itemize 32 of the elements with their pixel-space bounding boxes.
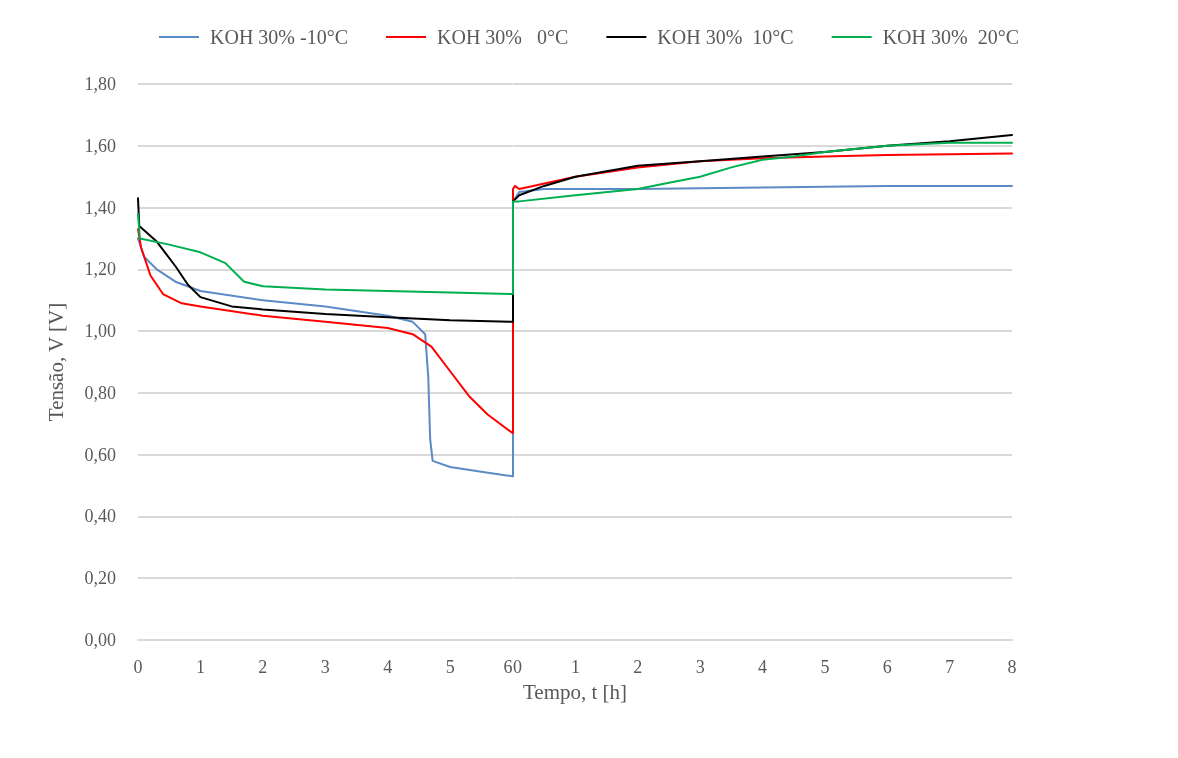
x-tick-label: 5 bbox=[819, 657, 829, 677]
x-tick-label: 3 bbox=[695, 657, 705, 677]
y-tick-label: 1,60 bbox=[84, 135, 116, 156]
legend-label: KOH 30% 0°C bbox=[437, 26, 569, 48]
x-tick-label: 2 bbox=[632, 657, 642, 677]
legend-label: KOH 30% -10°C bbox=[210, 26, 349, 48]
y-tick-label: 1,40 bbox=[84, 197, 116, 218]
x-axis-title: Tempo, t [h] bbox=[522, 680, 628, 704]
x-tick-label: 5 bbox=[445, 657, 455, 677]
y-tick-label: 0,40 bbox=[84, 506, 116, 527]
legend-label: KOH 30% 20°C bbox=[882, 26, 1019, 48]
x-tick-label: 8 bbox=[1007, 657, 1017, 677]
y-tick-label: 1,20 bbox=[84, 259, 116, 280]
x-tick-label: 6 bbox=[882, 657, 892, 677]
x-tick-label: 6 bbox=[503, 657, 513, 677]
legend-label: KOH 30% 10°C bbox=[657, 26, 794, 48]
y-axis-title: Tensão, V [V] bbox=[43, 302, 68, 422]
y-tick-label: 0,20 bbox=[84, 568, 116, 589]
x-tick-label: 4 bbox=[757, 657, 767, 677]
x-tick-label: 0 bbox=[512, 657, 522, 677]
x-tick-label: 3 bbox=[320, 657, 330, 677]
x-tick-label: 7 bbox=[944, 657, 954, 677]
x-tick-label: 1 bbox=[570, 657, 580, 677]
y-tick-label: 1,00 bbox=[84, 321, 116, 342]
x-tick-label: 2 bbox=[258, 657, 268, 677]
x-tick-label: 0 bbox=[133, 657, 143, 677]
y-tick-label: 0,00 bbox=[84, 630, 116, 650]
y-tick-label: 1,80 bbox=[84, 74, 116, 94]
y-tick-label: 0,80 bbox=[84, 382, 116, 403]
x-tick-label: 4 bbox=[383, 657, 393, 677]
y-tick-label: 0,60 bbox=[84, 444, 116, 465]
x-tick-label: 1 bbox=[195, 657, 205, 677]
